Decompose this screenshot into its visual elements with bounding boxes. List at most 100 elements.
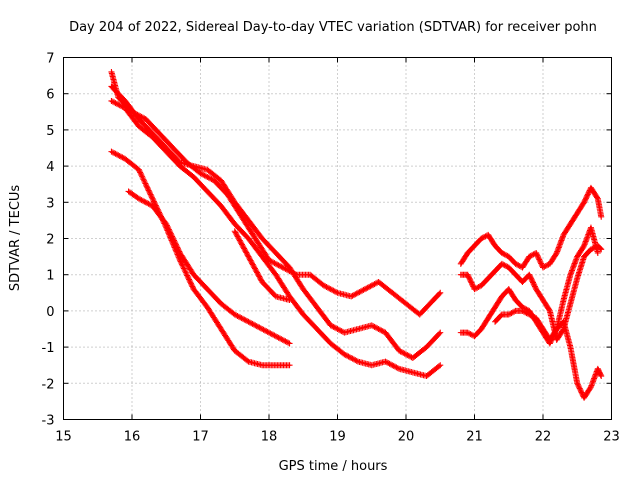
- series-track-4: [108, 148, 293, 369]
- data-point: [198, 171, 205, 178]
- series-track-8: [457, 242, 605, 343]
- data-point: [189, 283, 196, 290]
- data-point: [256, 274, 263, 281]
- data-point: [468, 279, 475, 286]
- data-point: [136, 168, 143, 175]
- data-point: [141, 177, 148, 184]
- series-track-2: [108, 97, 444, 380]
- data-point: [329, 323, 336, 330]
- data-point: [148, 192, 155, 199]
- data-point: [201, 172, 208, 179]
- x-tick-label: 18: [261, 430, 278, 445]
- data-point: [118, 153, 125, 160]
- data-point: [337, 327, 344, 334]
- data-point: [466, 330, 473, 337]
- data-point: [143, 183, 150, 190]
- data-point: [371, 323, 378, 330]
- data-point: [112, 100, 119, 107]
- data-point: [141, 179, 148, 186]
- data-point: [472, 285, 479, 292]
- x-tick-label: 23: [603, 430, 620, 445]
- data-point: [597, 371, 604, 378]
- data-point: [204, 173, 211, 180]
- data-point: [256, 273, 263, 280]
- data-point: [598, 246, 605, 253]
- data-point: [542, 263, 549, 270]
- data-point: [503, 263, 510, 270]
- data-point: [235, 313, 242, 320]
- data-point: [233, 230, 240, 237]
- data-point: [172, 240, 179, 247]
- data-point: [574, 381, 581, 388]
- data-point: [256, 324, 263, 331]
- data-point: [544, 262, 551, 269]
- data-point: [238, 241, 245, 248]
- data-point: [109, 149, 116, 156]
- data-point: [279, 264, 286, 271]
- data-point: [464, 329, 471, 336]
- x-tick-label: 15: [55, 430, 72, 445]
- data-point: [241, 246, 248, 253]
- data-point: [478, 235, 485, 242]
- data-point: [367, 283, 374, 290]
- data-point: [505, 311, 512, 318]
- data-point: [515, 262, 522, 269]
- data-point: [323, 284, 330, 291]
- data-point: [386, 360, 393, 367]
- data-point: [346, 354, 353, 361]
- data-point: [529, 312, 536, 319]
- data-point: [475, 284, 482, 291]
- data-point: [250, 321, 257, 328]
- data-point: [374, 325, 381, 332]
- data-point: [598, 213, 605, 220]
- data-point: [598, 373, 605, 380]
- data-point: [352, 291, 359, 298]
- data-point: [520, 308, 527, 315]
- data-point: [207, 175, 214, 182]
- data-point: [350, 356, 357, 363]
- data-point: [178, 259, 185, 266]
- data-point: [594, 249, 601, 256]
- data-point: [111, 150, 118, 157]
- data-point: [338, 328, 345, 335]
- data-point: [469, 282, 476, 289]
- data-point: [359, 287, 366, 294]
- series-track-5: [125, 188, 293, 347]
- data-point: [233, 232, 240, 239]
- data-point: [526, 273, 533, 280]
- data-point: [137, 170, 144, 177]
- data-point: [164, 223, 171, 230]
- data-point: [118, 103, 125, 110]
- data-point: [108, 97, 115, 104]
- x-tick-label: 16: [124, 430, 141, 445]
- data-point: [173, 243, 180, 250]
- data-point: [139, 174, 146, 181]
- data-point: [141, 198, 148, 205]
- x-tick-label: 19: [329, 430, 346, 445]
- data-point: [533, 251, 540, 258]
- data-point: [385, 360, 392, 367]
- data-point: [368, 282, 375, 289]
- data-point: [342, 352, 349, 359]
- data-point: [119, 154, 126, 161]
- data-point: [393, 364, 400, 371]
- x-axis-label: GPS time / hours: [279, 459, 388, 474]
- series-track-7: [457, 184, 605, 271]
- data-point: [180, 265, 187, 272]
- data-point: [245, 318, 252, 325]
- data-point: [360, 286, 367, 293]
- data-point: [594, 194, 601, 201]
- data-point: [349, 355, 356, 362]
- data-point: [167, 230, 174, 237]
- data-point: [235, 234, 242, 241]
- y-tick-label: 1: [46, 269, 54, 284]
- data-point: [137, 169, 144, 176]
- data-point: [180, 264, 187, 271]
- data-point: [150, 198, 157, 205]
- data-point: [142, 180, 149, 187]
- data-point: [512, 260, 519, 267]
- data-point: [274, 333, 281, 340]
- data-point: [585, 190, 592, 197]
- y-tick-label: -3: [42, 414, 55, 429]
